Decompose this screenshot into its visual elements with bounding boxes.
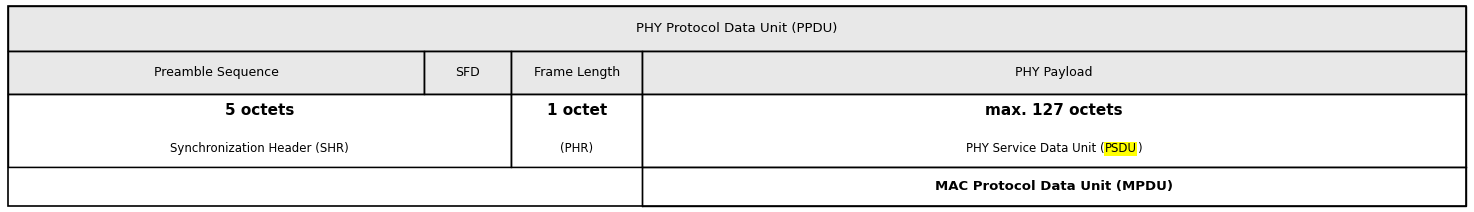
Bar — [511, 94, 643, 167]
Bar — [511, 51, 643, 94]
Bar — [9, 167, 643, 206]
Text: 1 octet: 1 octet — [547, 103, 607, 118]
Text: PSDU: PSDU — [1106, 142, 1136, 155]
Text: Preamble Sequence: Preamble Sequence — [153, 66, 279, 79]
Text: (PHR): (PHR) — [560, 142, 593, 155]
Bar — [643, 51, 1465, 94]
Text: MAC Protocol Data Unit (MPDU): MAC Protocol Data Unit (MPDU) — [935, 180, 1173, 193]
Bar — [9, 51, 423, 94]
Bar — [643, 167, 1465, 206]
Bar — [643, 94, 1465, 167]
Text: PHY Payload: PHY Payload — [1016, 66, 1092, 79]
Text: ): ) — [1136, 142, 1142, 155]
Bar — [9, 94, 511, 167]
Text: Synchronization Header (SHR): Synchronization Header (SHR) — [171, 142, 349, 155]
Text: 5 octets: 5 octets — [226, 103, 295, 118]
Bar — [423, 51, 511, 94]
Bar — [9, 6, 1465, 51]
Text: max. 127 octets: max. 127 octets — [985, 103, 1123, 118]
Text: Frame Length: Frame Length — [534, 66, 619, 79]
Text: PHY Protocol Data Unit (PPDU): PHY Protocol Data Unit (PPDU) — [637, 22, 837, 35]
Text: PHY Service Data Unit (: PHY Service Data Unit ( — [967, 142, 1106, 155]
Bar — [1104, 142, 1138, 156]
Text: SFD: SFD — [455, 66, 479, 79]
